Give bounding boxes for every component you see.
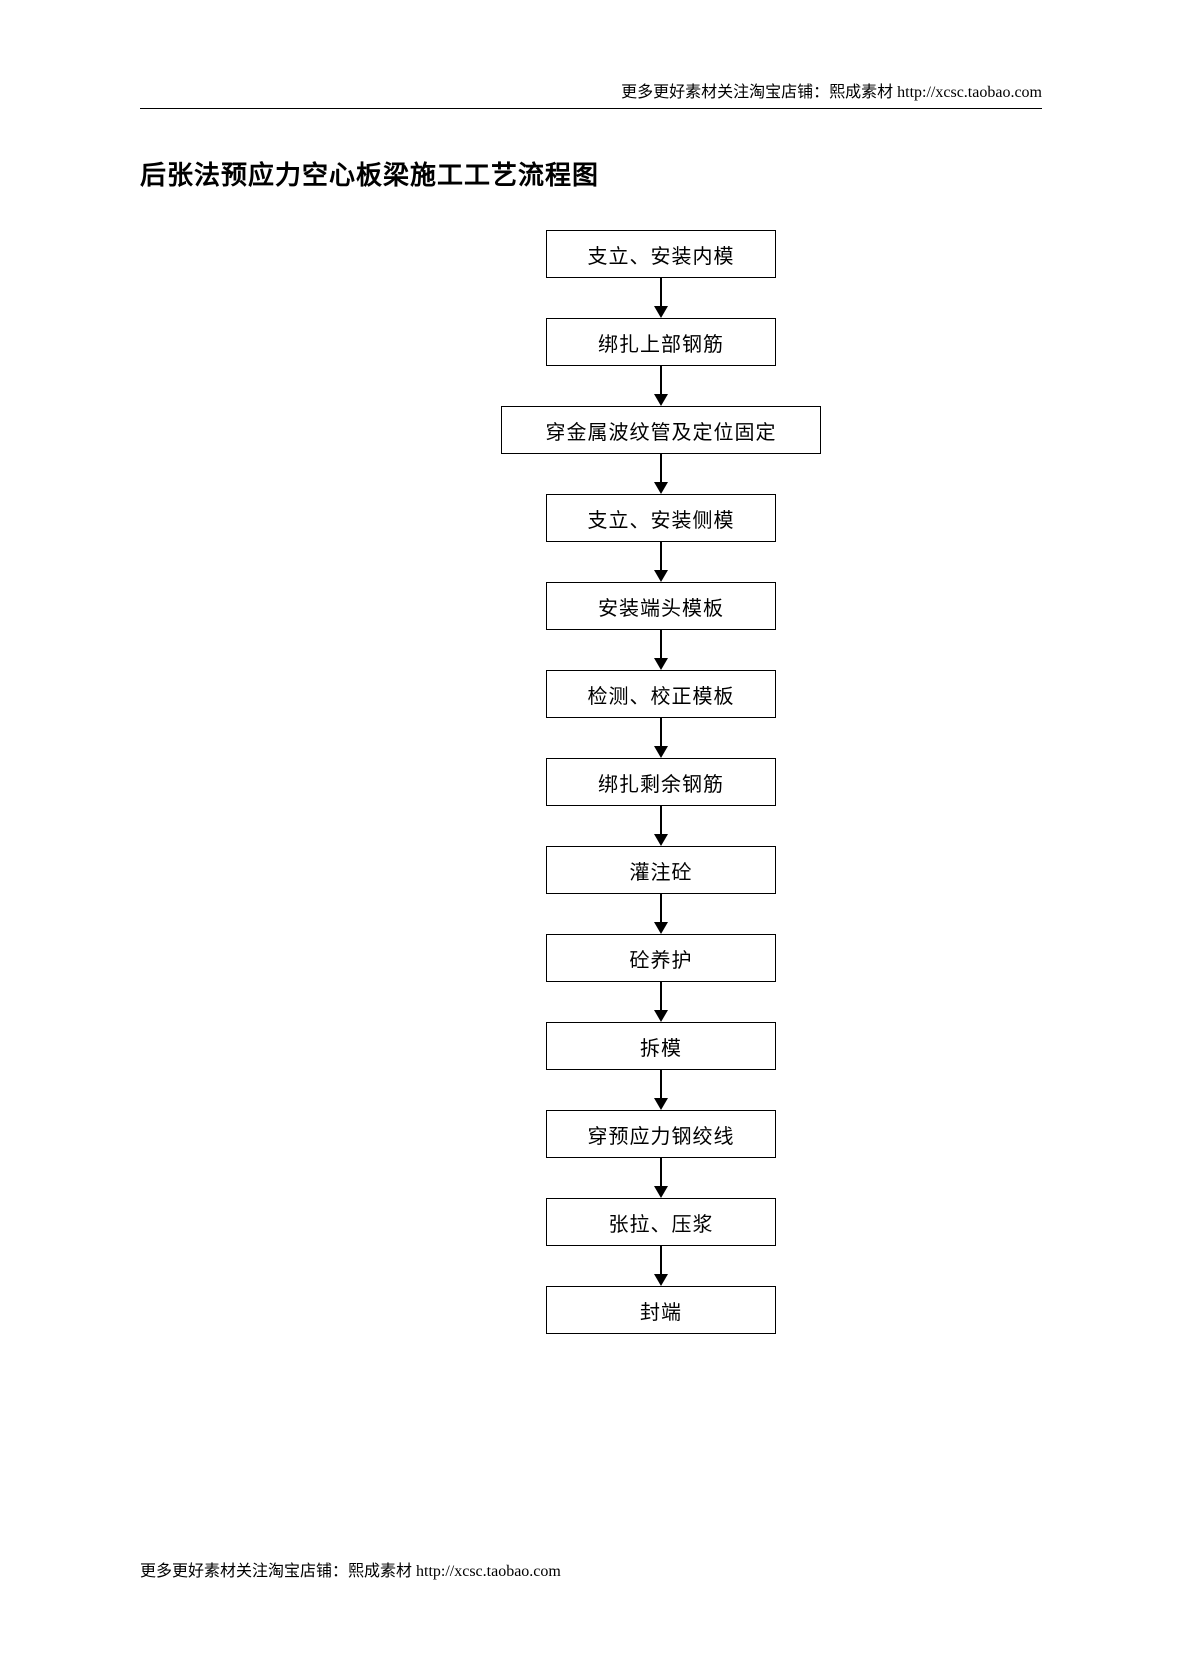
arrow-line <box>660 806 662 834</box>
flow-node: 张拉、压浆 <box>546 1198 776 1246</box>
flow-arrow <box>654 1158 668 1198</box>
flow-arrow <box>654 1246 668 1286</box>
flow-arrow <box>654 894 668 934</box>
arrow-line <box>660 1158 662 1186</box>
arrow-head-icon <box>654 922 668 934</box>
arrow-head-icon <box>654 658 668 670</box>
flow-node: 支立、安装侧模 <box>546 494 776 542</box>
flow-node: 灌注砼 <box>546 846 776 894</box>
arrow-head-icon <box>654 1186 668 1198</box>
flow-node: 检测、校正模板 <box>546 670 776 718</box>
flow-arrow <box>654 454 668 494</box>
arrow-head-icon <box>654 746 668 758</box>
flow-arrow <box>654 366 668 406</box>
page-title: 后张法预应力空心板梁施工工艺流程图 <box>140 155 599 192</box>
flow-arrow <box>654 1070 668 1110</box>
arrow-head-icon <box>654 306 668 318</box>
arrow-line <box>660 982 662 1010</box>
flow-node: 穿预应力钢绞线 <box>546 1110 776 1158</box>
arrow-head-icon <box>654 834 668 846</box>
arrow-line <box>660 894 662 922</box>
arrow-line <box>660 278 662 306</box>
arrow-head-icon <box>654 1098 668 1110</box>
flow-arrow <box>654 806 668 846</box>
flow-node: 安装端头模板 <box>546 582 776 630</box>
flow-arrow <box>654 718 668 758</box>
header-rule <box>140 108 1042 109</box>
flow-node: 拆模 <box>546 1022 776 1070</box>
flow-arrow <box>654 630 668 670</box>
arrow-head-icon <box>654 482 668 494</box>
arrow-line <box>660 454 662 482</box>
arrow-line <box>660 718 662 746</box>
arrow-head-icon <box>654 394 668 406</box>
flow-node: 穿金属波纹管及定位固定 <box>501 406 821 454</box>
flow-arrow <box>654 278 668 318</box>
arrow-line <box>660 542 662 570</box>
document-page: 更多更好素材关注淘宝店铺：熙成素材 http://xcsc.taobao.com… <box>0 0 1182 1671</box>
flow-node: 绑扎上部钢筋 <box>546 318 776 366</box>
arrow-line <box>660 1070 662 1098</box>
arrow-line <box>660 630 662 658</box>
flow-node: 支立、安装内模 <box>546 230 776 278</box>
flowchart: 支立、安装内模绑扎上部钢筋穿金属波纹管及定位固定支立、安装侧模安装端头模板检测、… <box>0 230 1182 1334</box>
footer-text: 更多更好素材关注淘宝店铺：熙成素材 http://xcsc.taobao.com <box>140 1557 561 1581</box>
page-header: 更多更好素材关注淘宝店铺：熙成素材 http://xcsc.taobao.com <box>140 78 1042 109</box>
arrow-line <box>660 366 662 394</box>
header-text: 更多更好素材关注淘宝店铺：熙成素材 http://xcsc.taobao.com <box>140 78 1042 102</box>
arrow-line <box>660 1246 662 1274</box>
flow-arrow <box>654 542 668 582</box>
arrow-head-icon <box>654 570 668 582</box>
arrow-head-icon <box>654 1274 668 1286</box>
flow-arrow <box>654 982 668 1022</box>
flow-node: 砼养护 <box>546 934 776 982</box>
flow-node: 封端 <box>546 1286 776 1334</box>
flow-node: 绑扎剩余钢筋 <box>546 758 776 806</box>
arrow-head-icon <box>654 1010 668 1022</box>
